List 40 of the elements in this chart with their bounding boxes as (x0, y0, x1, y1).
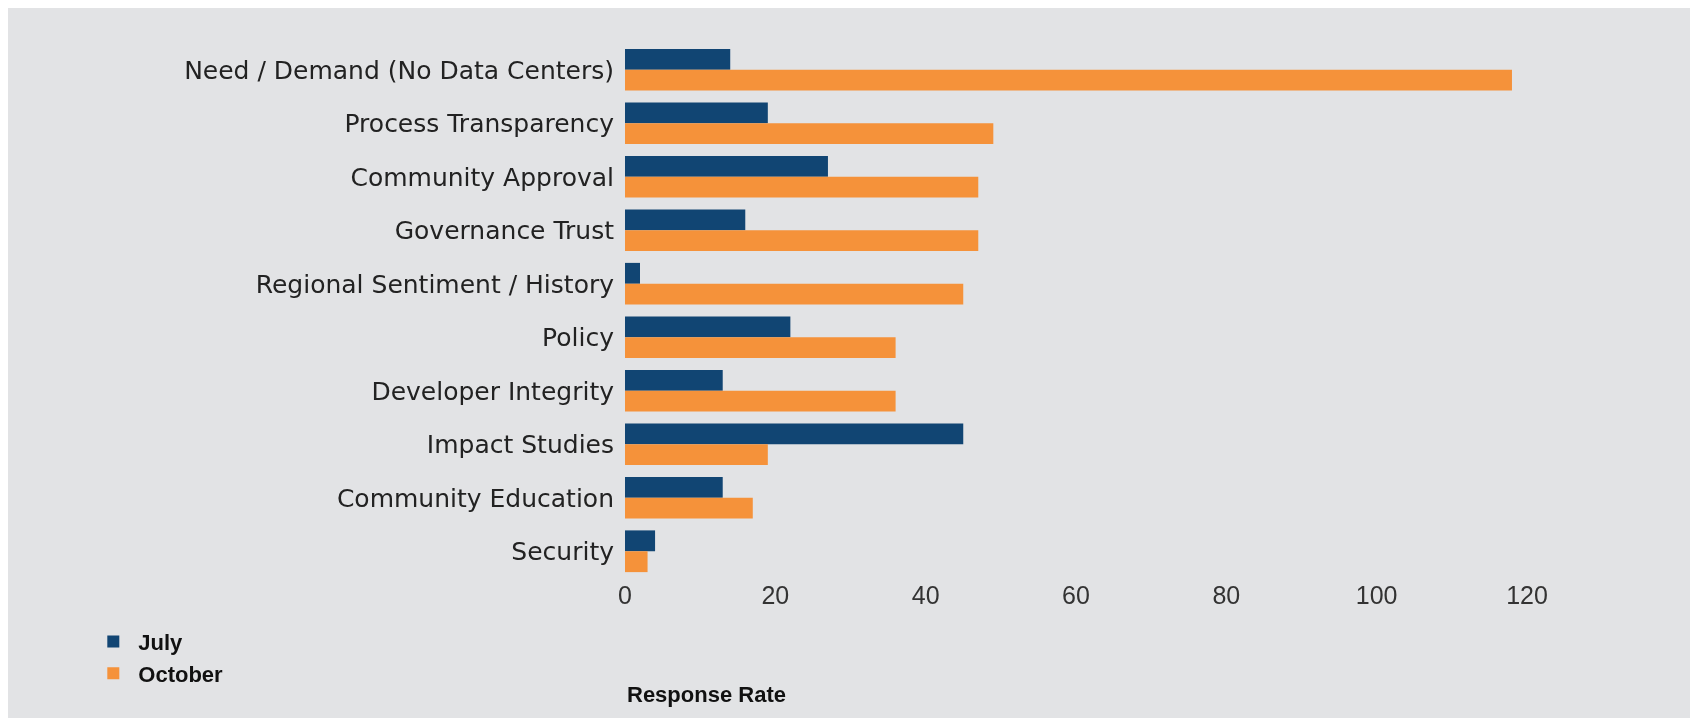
y-tick-label: Developer Integrity (371, 376, 615, 406)
y-tick-label: Impact Studies (426, 430, 614, 459)
bar (625, 176, 979, 198)
bar (625, 423, 964, 445)
y-tick-label: Community Approval (350, 162, 614, 192)
bar (625, 337, 896, 359)
legend-label: October (138, 661, 224, 687)
bar (625, 316, 791, 338)
bar (625, 444, 768, 466)
bar (625, 476, 723, 498)
bar (625, 123, 994, 145)
x-tick-label: 40 (911, 581, 940, 609)
bar (625, 262, 641, 284)
x-axis-title: Response Rate (627, 682, 786, 707)
bar (625, 209, 746, 231)
x-tick-label: 0 (618, 581, 632, 609)
y-tick-label: Regional Sentiment / History (255, 269, 615, 299)
y-tick-label: Governance Trust (394, 216, 615, 245)
x-tick-label: 20 (761, 581, 790, 609)
y-tick-label: Security (511, 537, 615, 566)
bar (625, 283, 964, 305)
bar (625, 390, 896, 412)
bar (625, 530, 656, 552)
bar (625, 497, 753, 519)
bar (625, 102, 768, 124)
x-tick-label: 120 (1506, 581, 1548, 609)
bar (625, 155, 828, 177)
bar (625, 48, 731, 70)
bar (625, 69, 1512, 91)
bar (625, 369, 723, 391)
y-tick-label: Process Transparency (344, 109, 615, 138)
x-tick-label: 60 (1062, 581, 1090, 609)
y-tick-label: Community Education (336, 483, 614, 513)
y-tick-label: Policy (542, 323, 615, 352)
legend-label: July (138, 630, 184, 656)
x-tick-label: 100 (1355, 581, 1398, 609)
bar (625, 230, 979, 252)
y-tick-label: Need / Demand (No Data Centers) (184, 55, 614, 85)
x-tick-label: 80 (1212, 581, 1241, 609)
bar (625, 551, 648, 573)
